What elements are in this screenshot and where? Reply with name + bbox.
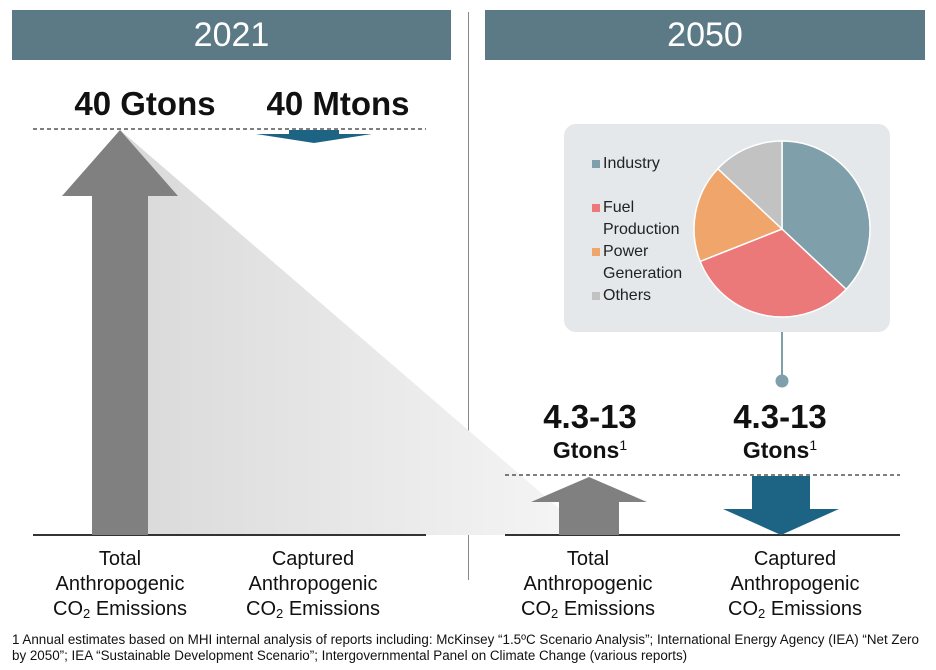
pie-chart [693, 140, 871, 318]
legend-swatch-power-generation [592, 248, 600, 256]
legend-swatch-industry [592, 160, 600, 168]
header-2050: 2050 [485, 10, 925, 60]
legend-label-power-generation: Power Generation [603, 243, 683, 282]
captured-value-2021: 40 Mtons [266, 85, 410, 122]
category-total-2021: Total Anthropogenic CO2 Emissions [53, 548, 187, 621]
captured-arrow-2050 [723, 476, 839, 535]
section-divider [468, 12, 469, 580]
total-arrow-2050 [531, 477, 647, 535]
pie-slice-power-generation [693, 167, 784, 263]
legend-swatch-others [592, 292, 600, 300]
category-total-2050: Total Anthropogenic CO2 Emissions [521, 548, 655, 621]
pie-slice-industry [781, 140, 871, 291]
total-value-2050-range: 4.3-13 [543, 398, 637, 435]
legend-label-industry: Industry [603, 155, 660, 172]
captured-value-2050: 4.3-13 Gtons1 [700, 397, 860, 464]
category-captured-2021: Captured Anthropogenic CO2 Emissions [246, 548, 380, 621]
legend-label-others: Others [603, 287, 652, 304]
pie-slice-others [716, 140, 783, 231]
total-value-2050: 4.3-13 Gtons1 [510, 397, 670, 464]
pie-connector-dot [775, 374, 789, 388]
captured-value-2050-range: 4.3-13 [733, 398, 827, 435]
pie-slice-fuel-production [699, 228, 848, 318]
projection-wedge [120, 130, 590, 535]
header-2021: 2021 [12, 10, 451, 60]
total-value-2050-unit: Gtons1 [552, 437, 628, 463]
total-value-2021: 40 Gtons [74, 85, 216, 122]
total-arrow-2021 [62, 130, 178, 535]
legend-swatch-fuel-production [592, 204, 600, 212]
captured-value-2050-unit: Gtons1 [742, 437, 818, 463]
category-captured-2050: Captured Anthropogenic CO2 Emissions [728, 548, 862, 621]
footnote: 1 Annual estimates based on MHI internal… [12, 632, 919, 663]
legend-label-fuel-production: Fuel Production [603, 199, 680, 238]
captured-arrow-2021 [256, 130, 372, 143]
